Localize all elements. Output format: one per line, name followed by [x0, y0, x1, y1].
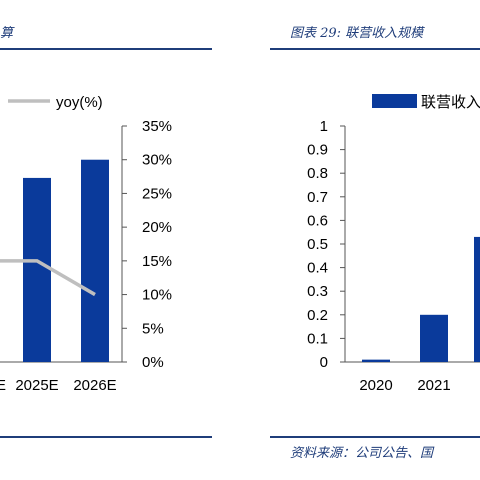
y-tick-label: 0.1	[307, 330, 328, 347]
bar	[81, 159, 109, 362]
y-tick-label: 0	[320, 354, 328, 371]
right-y-tick-label: 35%	[142, 118, 172, 135]
right-top-rule	[270, 48, 480, 50]
y-tick-label: 0.4	[307, 260, 328, 277]
bar	[23, 177, 51, 362]
left-bottom-rule	[0, 436, 212, 438]
right-chart-title: 图表 29: 联营收入规模	[290, 26, 424, 41]
right-y-tick-label: 15%	[142, 253, 172, 270]
x-tick-label: E	[0, 377, 6, 394]
legend-label: 联营收入	[421, 94, 480, 111]
bar	[362, 359, 390, 362]
right-y-tick-label: 25%	[142, 185, 172, 202]
bar	[474, 236, 480, 362]
x-tick-label: 2021	[417, 377, 450, 394]
x-tick-label: 2026E	[73, 377, 116, 394]
right-source-note: 资料来源：公司公告、国	[290, 446, 434, 461]
right-y-tick-label: 5%	[142, 320, 164, 337]
right-y-tick-label: 0%	[142, 354, 164, 371]
legend-swatch	[372, 94, 417, 108]
x-tick-label: 2025E	[15, 377, 58, 394]
left-top-rule	[0, 48, 212, 50]
x-tick-label: 2020	[359, 377, 392, 394]
right-y-tick-label: 20%	[142, 219, 172, 236]
right-y-tick-label: 10%	[142, 287, 172, 304]
left-chart: 35% 30% 25% 20% 15% 10% 5% 0% E 2025E 2026E yoy(%)	[0, 94, 172, 394]
y-tick-label: 0.7	[307, 189, 328, 206]
y-tick-label: 1	[320, 118, 328, 135]
right-chart: 10.90.80.70.60.50.40.30.20.102020202120联…	[307, 94, 480, 394]
bar	[420, 314, 448, 362]
right-bottom-rule	[270, 436, 480, 438]
y-tick-label: 0.8	[307, 165, 328, 182]
y-tick-label: 0.6	[307, 212, 328, 229]
legend-label: yoy(%)	[56, 94, 103, 111]
left-chart-title: 算	[0, 26, 14, 41]
y-tick-label: 0.9	[307, 142, 328, 159]
y-tick-label: 0.3	[307, 283, 328, 300]
right-y-tick-label: 30%	[142, 152, 172, 169]
yoy-line	[0, 259, 96, 297]
y-tick-label: 0.2	[307, 307, 328, 324]
y-tick-label: 0.5	[307, 236, 328, 253]
